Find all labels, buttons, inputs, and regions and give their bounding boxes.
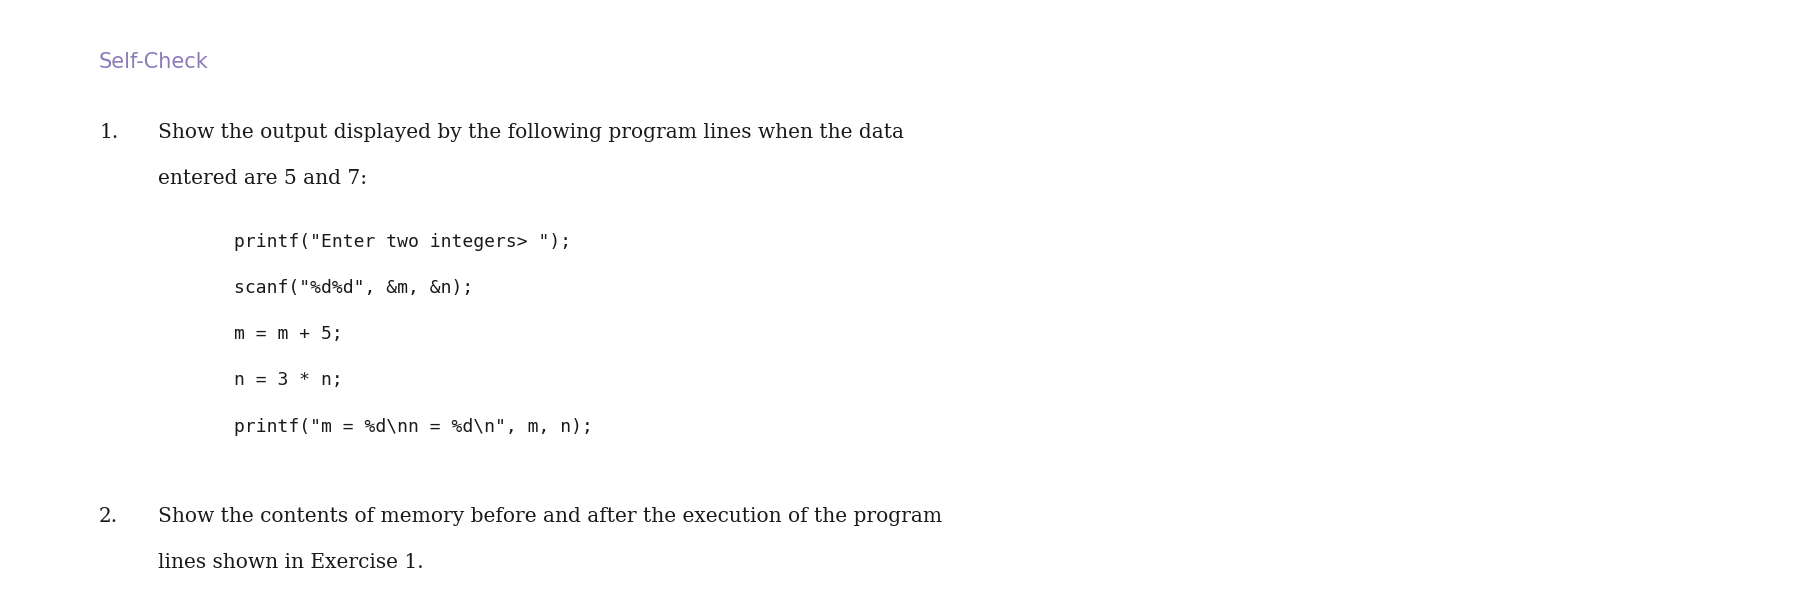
Text: scanf("%d%d", &m, &n);: scanf("%d%d", &m, &n); xyxy=(234,279,473,297)
Text: printf("m = %d\nn = %d\n", m, n);: printf("m = %d\nn = %d\n", m, n); xyxy=(234,418,592,435)
Text: m = m + 5;: m = m + 5; xyxy=(234,325,342,343)
Text: n = 3 * n;: n = 3 * n; xyxy=(234,371,342,389)
Text: Show the output displayed by the following program lines when the data: Show the output displayed by the followi… xyxy=(158,123,904,142)
Text: Self-Check: Self-Check xyxy=(99,52,209,72)
Text: 2.: 2. xyxy=(99,507,119,526)
Text: lines shown in Exercise 1.: lines shown in Exercise 1. xyxy=(158,553,425,572)
Text: printf("Enter two integers> ");: printf("Enter two integers> "); xyxy=(234,233,571,251)
Text: 1.: 1. xyxy=(99,123,119,142)
Text: entered are 5 and 7:: entered are 5 and 7: xyxy=(158,169,367,188)
Text: Show the contents of memory before and after the execution of the program: Show the contents of memory before and a… xyxy=(158,507,943,526)
